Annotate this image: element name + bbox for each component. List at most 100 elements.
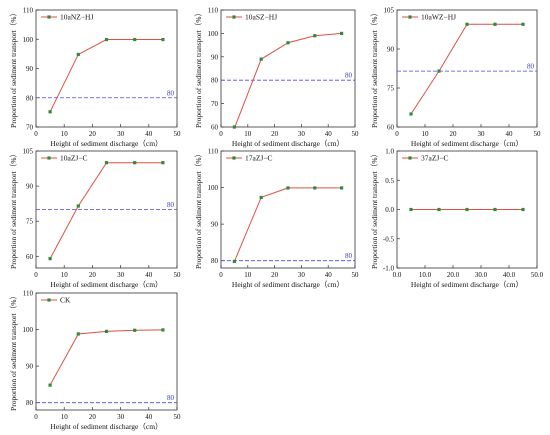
legend-marker	[47, 298, 51, 302]
y-tick-label: 0.5	[385, 177, 394, 185]
x-tick-label: 20.0	[447, 271, 460, 279]
data-point	[104, 37, 109, 42]
plot-frame	[35, 292, 178, 411]
y-tick-label: 70	[26, 124, 34, 132]
x-axis-title: Height of sediment discharge（cm）	[50, 139, 162, 148]
y-tick-label: 80	[26, 94, 34, 102]
legend-marker	[47, 156, 51, 160]
y-tick-label: 75	[26, 218, 34, 226]
legend-label: 10aNZ−HJ	[60, 13, 93, 22]
x-tick-label: 30.0	[475, 271, 488, 279]
data-point	[161, 37, 165, 42]
data-point	[409, 207, 413, 212]
x-tick-label: 50	[174, 271, 182, 279]
y-tick-label: 80	[26, 399, 34, 407]
x-tick-label: 40	[325, 130, 333, 138]
y-tick-label: 90	[26, 363, 34, 371]
legend-marker	[232, 156, 236, 160]
legend-label: 10aSZ−HJ	[245, 13, 277, 22]
series-line	[49, 329, 163, 386]
series-line	[410, 23, 523, 115]
y-tick-label: 105	[384, 7, 395, 15]
data-point	[521, 207, 525, 212]
y-tick-label: 100	[23, 326, 34, 334]
y-tick-label: 90	[211, 53, 219, 61]
y-tick-label: 100	[208, 184, 219, 192]
data-point	[259, 195, 263, 200]
x-tick-label: 20	[89, 130, 97, 138]
y-tick-label: 70	[211, 100, 219, 108]
y-tick-label: 110	[23, 7, 34, 15]
chart-panel-4: 0 10 20 30 40 50 60 75 90 105 Height of sediment d…	[9, 148, 181, 290]
data-point	[493, 207, 497, 212]
data-point	[313, 34, 317, 38]
data-point	[232, 259, 236, 264]
data-point	[465, 207, 469, 212]
data-point	[161, 328, 165, 332]
x-tick-label: 10	[422, 130, 430, 138]
plot-frame	[220, 150, 356, 269]
y-tick-label: 90	[387, 46, 395, 54]
x-tick-label: 30	[117, 271, 125, 279]
x-tick-label: 50.0	[531, 271, 544, 279]
series-line	[49, 162, 163, 259]
x-tick-label: 50	[352, 130, 360, 138]
y-axis-title: Proportion of sediment transport（%）	[9, 9, 18, 128]
x-axis-title: Height of sediment discharge（cm）	[411, 280, 523, 289]
chart-panel-7: 0 10 20 30 40 50 80 90 100 110 Height of sediment …	[9, 290, 181, 432]
y-tick-label: 90	[26, 65, 34, 73]
x-tick-label: 50	[352, 271, 360, 279]
data-point	[48, 110, 52, 114]
x-tick-label: 30	[117, 130, 125, 138]
data-point	[104, 329, 109, 333]
plot-frame	[220, 9, 356, 128]
x-tick-label: 20	[89, 271, 97, 279]
y-axis-title: Proportion of sediment transport（%）	[9, 292, 18, 411]
chart-panel-3: 0 10 20 30 40 50 60 75 90 105 Height of sediment d…	[370, 7, 541, 149]
data-point	[133, 161, 137, 165]
data-point	[521, 22, 525, 26]
x-tick-label: 0	[219, 130, 223, 138]
y-tick-label: 105	[23, 148, 34, 156]
x-axis-title: Height of sediment discharge（cm）	[232, 280, 344, 289]
x-tick-label: 0	[219, 271, 223, 279]
data-point	[286, 186, 290, 190]
x-tick-label: 20	[271, 130, 279, 138]
x-tick-label: 20	[450, 130, 458, 138]
x-tick-label: 30	[298, 271, 306, 279]
y-tick-label: 0.0	[385, 206, 394, 214]
x-axis-title: Height of sediment discharge（cm）	[411, 139, 523, 148]
x-tick-label: 0	[34, 413, 38, 421]
y-tick-label: 60	[387, 124, 395, 132]
x-tick-label: 40	[145, 271, 153, 279]
x-tick-label: 10	[61, 130, 69, 138]
x-tick-label: 50	[174, 130, 182, 138]
x-tick-label: 10	[244, 271, 252, 279]
data-point	[313, 186, 317, 190]
data-point	[76, 204, 80, 208]
legend-marker	[47, 15, 51, 19]
y-axis-title: Proportion of sediment transport（%）	[194, 150, 203, 269]
x-tick-label: 30	[298, 130, 306, 138]
series-line	[49, 39, 163, 113]
data-point	[437, 69, 441, 73]
data-point	[48, 383, 52, 387]
legend-label: 10aZJ−C	[60, 154, 88, 163]
y-tick-label: 75	[387, 85, 395, 93]
data-point	[286, 41, 290, 45]
reference-label: 80	[167, 201, 175, 209]
reference-label: 80	[527, 63, 535, 71]
x-tick-label: 40	[145, 413, 153, 421]
y-tick-label: 100	[208, 30, 219, 38]
data-point	[161, 161, 165, 165]
data-point	[493, 22, 497, 26]
data-point	[465, 22, 469, 26]
y-tick-label: 110	[208, 148, 219, 156]
y-tick-label: 90	[26, 183, 34, 191]
reference-label: 80	[345, 252, 353, 260]
x-tick-label: 0	[395, 130, 399, 138]
legend-marker	[408, 156, 412, 160]
x-tick-label: 0.0	[393, 271, 402, 279]
y-tick-label: 110	[23, 290, 34, 298]
